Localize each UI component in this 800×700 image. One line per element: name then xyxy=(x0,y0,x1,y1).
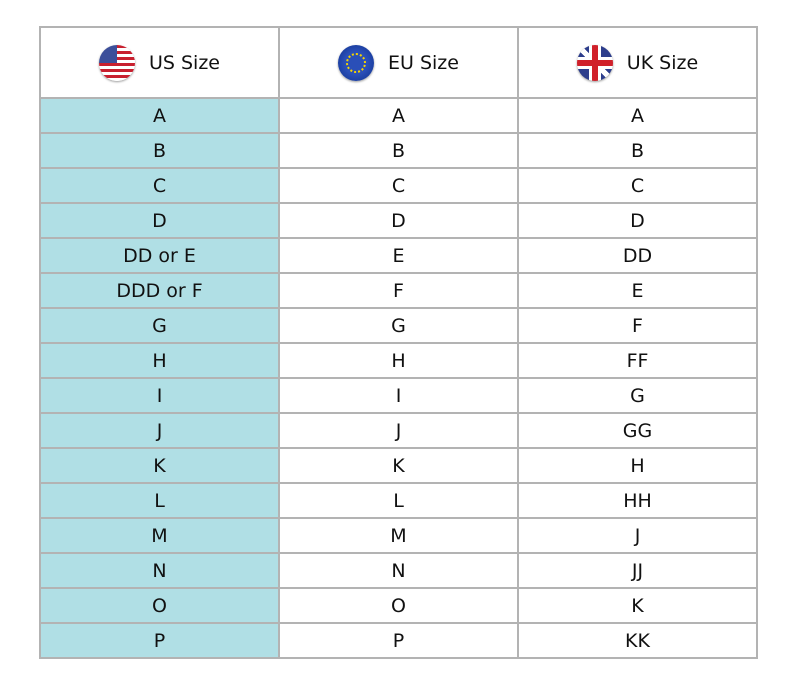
us-size-cell: B xyxy=(39,132,280,169)
us-size-cell: C xyxy=(39,167,280,204)
eu-size-cell: F xyxy=(278,272,519,309)
table-row: N N JJ xyxy=(39,552,758,589)
us-size-cell: D xyxy=(39,202,280,239)
eu-size-cell: E xyxy=(278,237,519,274)
header-row: US Size EU Size UK Size xyxy=(39,26,758,99)
uk-size-cell: FF xyxy=(517,342,758,379)
eu-flag-icon xyxy=(338,44,375,81)
eu-size-cell: J xyxy=(278,412,519,449)
uk-size-cell: B xyxy=(517,132,758,169)
uk-size-cell: D xyxy=(517,202,758,239)
eu-size-cell: B xyxy=(278,132,519,169)
uk-size-cell: KK xyxy=(517,622,758,659)
uk-flag-icon xyxy=(576,44,613,81)
uk-size-cell: HH xyxy=(517,482,758,519)
eu-size-cell: D xyxy=(278,202,519,239)
table-row: P P KK xyxy=(39,622,758,659)
header-uk: UK Size xyxy=(517,26,758,99)
uk-size-cell: JJ xyxy=(517,552,758,589)
uk-size-cell: H xyxy=(517,447,758,484)
us-flag-icon xyxy=(98,44,135,81)
uk-size-cell: K xyxy=(517,587,758,624)
eu-size-cell: N xyxy=(278,552,519,589)
uk-size-cell: J xyxy=(517,517,758,554)
us-size-cell: N xyxy=(39,552,280,589)
eu-size-cell: M xyxy=(278,517,519,554)
us-size-cell: M xyxy=(39,517,280,554)
us-size-cell: L xyxy=(39,482,280,519)
eu-size-cell: H xyxy=(278,342,519,379)
uk-size-cell: A xyxy=(517,97,758,134)
header-eu: EU Size xyxy=(278,26,519,99)
eu-size-cell: C xyxy=(278,167,519,204)
eu-size-cell: I xyxy=(278,377,519,414)
header-us: US Size xyxy=(39,26,280,99)
uk-size-cell: GG xyxy=(517,412,758,449)
eu-size-cell: L xyxy=(278,482,519,519)
eu-size-cell: O xyxy=(278,587,519,624)
us-size-cell: DDD or F xyxy=(39,272,280,309)
eu-size-cell: P xyxy=(278,622,519,659)
us-size-cell: J xyxy=(39,412,280,449)
uk-size-cell: C xyxy=(517,167,758,204)
uk-size-cell: G xyxy=(517,377,758,414)
us-size-cell: DD or E xyxy=(39,237,280,274)
header-label: EU Size xyxy=(388,51,459,74)
us-size-cell: O xyxy=(39,587,280,624)
header-label: US Size xyxy=(148,51,220,74)
table-row: H H FF xyxy=(39,342,758,379)
table-row: J J GG xyxy=(39,412,758,449)
us-size-cell: K xyxy=(39,447,280,484)
us-size-cell: A xyxy=(39,97,280,134)
us-size-cell: I xyxy=(39,377,280,414)
us-size-cell: G xyxy=(39,307,280,344)
table-row: L L HH xyxy=(39,482,758,519)
eu-size-cell: K xyxy=(278,447,519,484)
eu-size-cell: G xyxy=(278,307,519,344)
uk-size-cell: DD xyxy=(517,237,758,274)
table-row: DD or E E DD xyxy=(39,237,758,274)
eu-size-cell: A xyxy=(278,97,519,134)
us-size-cell: H xyxy=(39,342,280,379)
us-size-cell: P xyxy=(39,622,280,659)
size-conversion-table: US Size EU Size UK Size A A A B B B C C C D D D DD o… xyxy=(39,26,758,659)
uk-size-cell: E xyxy=(517,272,758,309)
uk-size-cell: F xyxy=(517,307,758,344)
header-label: UK Size xyxy=(626,51,699,74)
